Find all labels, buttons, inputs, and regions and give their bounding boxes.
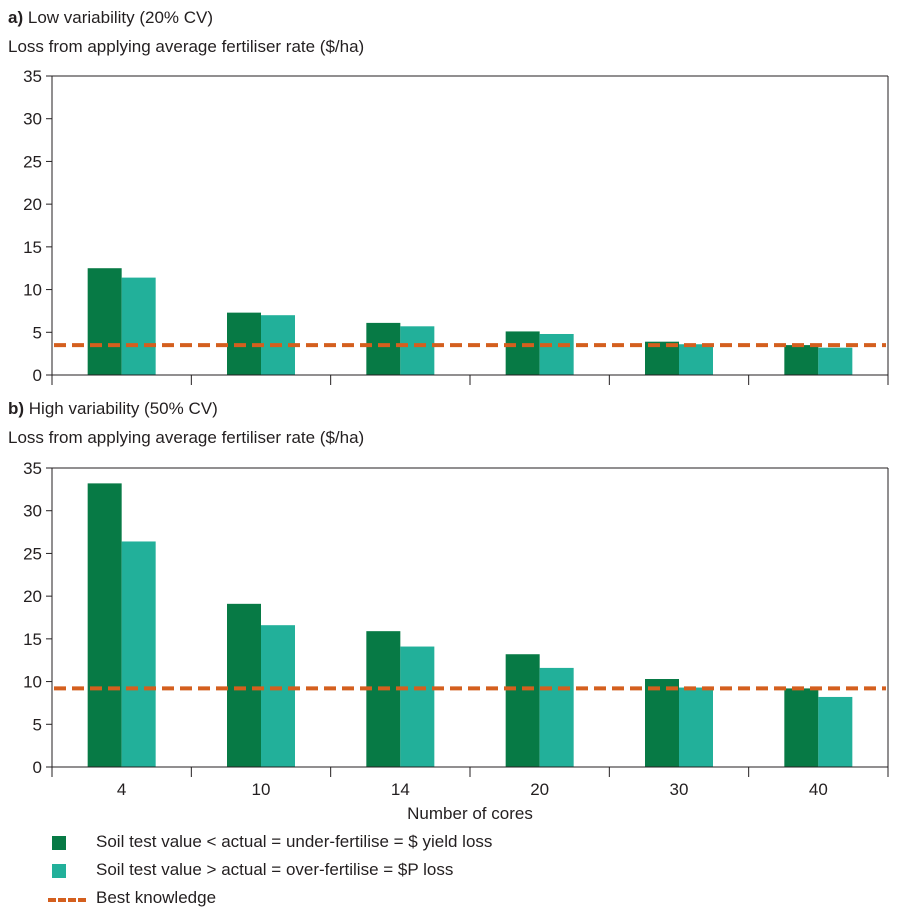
panel-a-title-text: Low variability (20% CV) (27, 8, 214, 27)
x-tick-label-b-40: 40 (809, 780, 828, 799)
y-tick-label-b-15: 15 (23, 630, 42, 649)
x-tick-label-b-30: 30 (670, 780, 689, 799)
panel-a-label: a) (8, 8, 24, 27)
legend-swatch-p-loss (52, 864, 66, 878)
x-tick-label-b-20: 20 (530, 780, 549, 799)
y-tick-label-b-10: 10 (23, 673, 42, 692)
y-tick-label-a-25: 25 (23, 152, 42, 171)
panel-b-title: b) High variability (50% CV) (8, 399, 218, 419)
bar-b-p-loss-4 (121, 541, 156, 767)
y-tick-label-a-5: 5 (33, 323, 42, 342)
panel-b-title-text: High variability (50% CV) (28, 399, 218, 418)
y-tick-label-b-35: 35 (23, 459, 42, 478)
bar-a-p-loss-30 (679, 344, 713, 375)
bar-a-yield-loss-20 (505, 331, 540, 375)
y-tick-label-b-25: 25 (23, 544, 42, 563)
bar-b-yield-loss-20 (505, 654, 540, 767)
x-tick-label-b-4: 4 (117, 780, 126, 799)
bar-b-yield-loss-14 (366, 631, 401, 767)
panel-b-ylabel: Loss from applying average fertiliser ra… (8, 428, 365, 447)
legend-label-yield-loss: Soil test value < actual = under-fertili… (96, 832, 493, 851)
y-tick-label-b-20: 20 (23, 587, 42, 606)
bar-a-yield-loss-40 (784, 345, 819, 375)
bar-b-p-loss-14 (400, 646, 435, 767)
bar-b-yield-loss-40 (784, 688, 819, 767)
bar-b-yield-loss-10 (227, 603, 261, 767)
bar-a-yield-loss-30 (645, 341, 679, 375)
x-tick-label-b-10: 10 (252, 780, 271, 799)
y-tick-label-a-35: 35 (23, 67, 42, 86)
bar-a-p-loss-14 (400, 326, 435, 375)
panel-a-title: a) Low variability (20% CV) (8, 8, 213, 28)
y-tick-label-a-30: 30 (23, 110, 42, 129)
panel-a-ylabel: Loss from applying average fertiliser ra… (8, 37, 365, 56)
y-tick-label-a-20: 20 (23, 195, 42, 214)
bar-a-yield-loss-14 (366, 322, 401, 375)
y-tick-label-b-0: 0 (33, 758, 42, 777)
y-tick-label-a-15: 15 (23, 238, 42, 257)
y-tick-label-b-30: 30 (23, 502, 42, 521)
x-tick-label-b-14: 14 (391, 780, 410, 799)
legend-label-best-knowledge: Best knowledge (96, 888, 217, 907)
bar-b-p-loss-40 (818, 696, 853, 767)
bar-a-p-loss-20 (539, 333, 574, 375)
y-tick-label-a-0: 0 (33, 366, 42, 385)
x-axis-title: Number of cores (407, 804, 533, 823)
legend-dash-best-knowledge (48, 898, 86, 902)
bar-a-p-loss-40 (818, 347, 853, 375)
panel-b-label: b) (8, 399, 25, 418)
bar-a-p-loss-4 (121, 277, 156, 375)
bar-b-p-loss-30 (679, 687, 713, 767)
y-tick-label-a-10: 10 (23, 281, 42, 300)
bar-b-p-loss-20 (539, 667, 574, 767)
legend-swatch-yield-loss (52, 836, 66, 850)
bar-b-yield-loss-30 (645, 679, 679, 767)
bar-b-p-loss-10 (261, 625, 295, 767)
bar-a-yield-loss-4 (87, 268, 122, 375)
legend-label-p-loss: Soil test value > actual = over-fertilis… (96, 860, 454, 879)
bar-b-yield-loss-4 (87, 483, 122, 767)
y-tick-label-b-5: 5 (33, 715, 42, 734)
